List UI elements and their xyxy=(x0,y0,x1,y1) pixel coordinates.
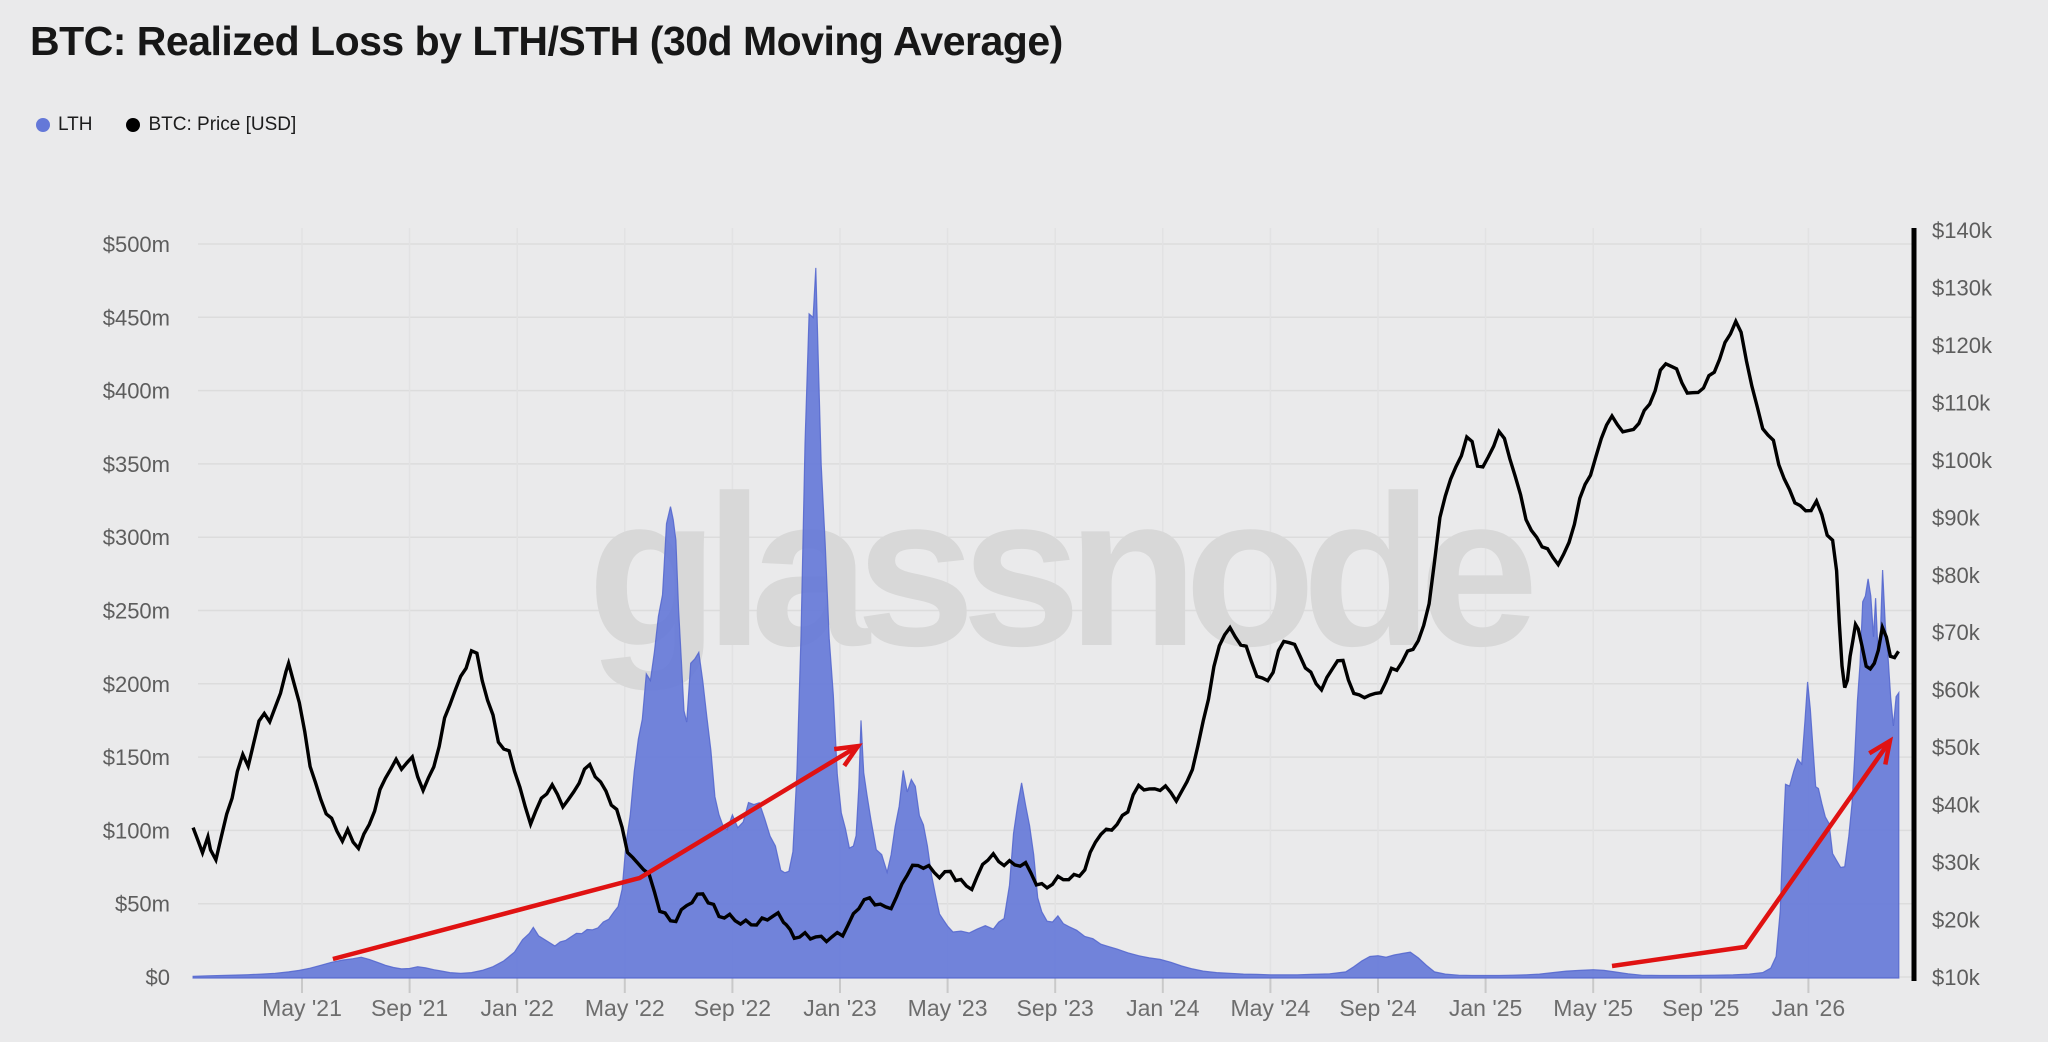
legend-item-lth-label: LTH xyxy=(58,114,93,135)
y-left-axis-label: $150m xyxy=(103,745,170,770)
y-left-axis-label: $500m xyxy=(103,232,170,257)
y-left-axis-label: $0 xyxy=(146,965,170,990)
x-axis-label: Sep '25 xyxy=(1662,995,1739,1021)
x-axis-label: Sep '21 xyxy=(371,995,448,1021)
lth-series-dot-icon xyxy=(36,118,50,132)
y-left-axis-label: $250m xyxy=(103,599,170,624)
btc-price-series-dot-icon xyxy=(126,118,141,132)
y-right-axis-label: $40k xyxy=(1932,793,1981,818)
x-axis-label: May '25 xyxy=(1553,995,1633,1021)
y-right-axis-label: $50k xyxy=(1932,735,1981,760)
x-axis-label: May '24 xyxy=(1230,995,1310,1021)
x-axis-label: May '21 xyxy=(262,995,342,1021)
trend-arrow-2 xyxy=(1611,736,1894,969)
y-right-axis-label: $60k xyxy=(1932,678,1981,703)
y-right-axis-label: $20k xyxy=(1932,908,1981,933)
y-left-axis-label: $300m xyxy=(103,525,170,550)
y-left-axis-label: $350m xyxy=(103,452,170,477)
x-axis-label: Jan '23 xyxy=(803,995,876,1021)
y-right-axis-label: $100k xyxy=(1932,448,1993,473)
y-right-axis-label: $70k xyxy=(1932,620,1981,645)
y-right-axis-label: $110k xyxy=(1932,390,1991,415)
legend-item-btc-price[interactable]: BTC: Price [USD] xyxy=(126,114,296,136)
chart-legend: LTH BTC: Price [USD] xyxy=(36,114,296,136)
arrowhead-icon xyxy=(833,743,863,768)
y-left-axis-label: $200m xyxy=(103,672,170,697)
y-right-axis-label: $130k xyxy=(1932,275,1993,300)
glassnode-watermark: glassnode xyxy=(587,450,1532,691)
y-left-axis-label: $100m xyxy=(103,818,170,843)
y-right-axis-label: $80k xyxy=(1932,563,1981,588)
x-axis-label: Sep '22 xyxy=(694,995,771,1021)
y-right-axis-label: $120k xyxy=(1932,333,1993,358)
y-right-axis-label: $140k xyxy=(1932,218,1993,243)
x-axis-label: Jan '24 xyxy=(1126,995,1200,1021)
y-left-axis-label: $50m xyxy=(115,892,170,917)
x-axis-label: Sep '23 xyxy=(1017,995,1094,1021)
x-axis-label: May '22 xyxy=(585,995,665,1021)
lth-realized-loss-area xyxy=(192,267,1900,979)
x-axis-label: Jan '26 xyxy=(1772,995,1845,1021)
y-left-axis-label: $400m xyxy=(103,379,170,404)
x-axis-label: Sep '24 xyxy=(1339,995,1416,1021)
legend-item-btc-price-label: BTC: Price [USD] xyxy=(148,114,297,135)
arrowhead-icon xyxy=(1868,736,1894,765)
y-right-axis-label: $90k xyxy=(1932,505,1981,530)
y-left-axis-label: $450m xyxy=(103,305,170,330)
y-right-axis-label: $30k xyxy=(1932,850,1981,875)
page-title: BTC: Realized Loss by LTH/STH (30d Movin… xyxy=(30,18,1063,64)
legend-item-lth[interactable]: LTH xyxy=(36,114,92,136)
y-right-axis-label: $10k xyxy=(1932,965,1981,990)
x-axis-label: May '23 xyxy=(908,995,988,1021)
x-axis-label: Jan '22 xyxy=(480,995,553,1021)
btc-price-line xyxy=(191,317,1900,944)
trend-arrow-1 xyxy=(332,743,863,962)
x-axis-label: Jan '25 xyxy=(1449,995,1522,1021)
